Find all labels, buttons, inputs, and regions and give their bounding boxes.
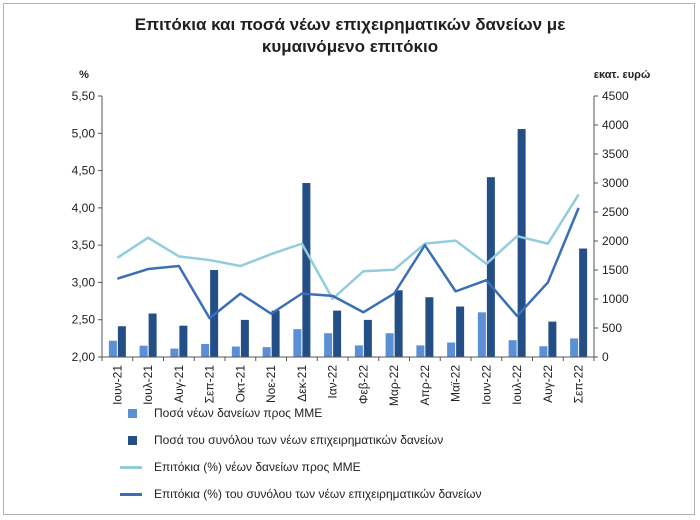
legend-item: Ποσά του συνόλου των νέων επιχειρηματικώ… [120, 431, 443, 449]
x-tick-label: Σεπ-22 [572, 365, 586, 404]
x-tick-label: Ιουλ-22 [510, 365, 524, 405]
bar-sme-amount [201, 343, 210, 357]
legend-label: Επιτόκια (%) νέων δανείων προς ΜΜΕ [154, 460, 361, 474]
legend-swatch [120, 492, 142, 496]
legend-swatch [128, 435, 137, 445]
bar-sme-amount [385, 333, 394, 357]
bar-total-amount [302, 183, 311, 357]
right-tick-label: 4500 [602, 89, 629, 103]
x-tick-label: Μαρ-22 [387, 365, 401, 406]
bar-sme-amount [539, 346, 548, 357]
bar-sme-amount [477, 312, 486, 357]
bar-total-amount [548, 321, 557, 357]
bar-total-amount [179, 325, 188, 357]
bars-layer [108, 129, 588, 357]
bar-sme-amount [262, 347, 271, 357]
bar-sme-amount [354, 345, 363, 357]
legend-label: Επιτόκια (%) του συνόλου των νέων επιχει… [154, 487, 482, 501]
bar-total-amount [456, 306, 465, 357]
left-tick-label: 5,00 [72, 126, 96, 140]
left-tick-label: 3,00 [72, 275, 96, 289]
bar-total-amount [486, 177, 495, 357]
bar-sme-amount [170, 348, 179, 357]
left-axis-ticks: 2,00 2,50 3,00 3,50 4,00 4,50 5,00 5,50 [72, 89, 102, 364]
x-tick-label: Ιαν-22 [326, 365, 340, 399]
x-tick-label: Ιουν-21 [110, 365, 124, 405]
bar-total-amount [394, 290, 403, 357]
x-tick-label: Απρ-22 [418, 365, 432, 406]
bar-total-amount [517, 129, 526, 357]
bar-total-amount [425, 297, 434, 357]
left-tick-label: 4,50 [72, 164, 96, 178]
bar-sme-amount [139, 345, 148, 357]
bar-total-amount [117, 326, 126, 357]
x-tick-label: Φεβ-22 [356, 365, 370, 404]
legend-swatch [120, 465, 142, 469]
x-tick-label: Ιουλ-21 [141, 365, 155, 405]
x-tick-label: Οκτ-21 [233, 365, 247, 403]
legend-item: Ποσά νέων δανείων προς ΜΜΕ [120, 404, 322, 422]
right-tick-label: 1000 [602, 292, 629, 306]
left-tick-label: 3,50 [72, 238, 96, 252]
left-tick-label: 5,50 [72, 89, 96, 103]
lines-layer [116, 193, 580, 320]
right-tick-label: 2000 [602, 234, 629, 248]
legend-label: Ποσά του συνόλου των νέων επιχειρηματικώ… [154, 433, 444, 447]
left-tick-label: 2,00 [72, 350, 96, 364]
bar-sme-amount [416, 345, 425, 357]
x-tick-label: Δεκ-21 [295, 365, 309, 402]
bar-total-amount [240, 319, 249, 357]
right-tick-label: 4000 [602, 118, 629, 132]
right-tick-label: 3000 [602, 176, 629, 190]
bar-sme-amount [108, 340, 117, 357]
right-axis-unit: εκατ. ευρώ [594, 69, 651, 81]
left-axis-unit: % [79, 69, 89, 81]
x-tick-label: Ιουν-22 [479, 365, 493, 405]
bar-sme-amount [570, 338, 579, 357]
bar-sme-amount [508, 340, 517, 357]
bar-sme-amount [231, 346, 240, 357]
right-tick-label: 1500 [602, 263, 629, 277]
bar-sme-amount [293, 329, 302, 357]
x-tick-label: Μαϊ-22 [449, 365, 463, 402]
line-total-rate [116, 207, 580, 320]
bar-sme-amount [447, 342, 456, 357]
line-sme-rate [116, 193, 580, 301]
x-tick-label: Σεπ-21 [203, 365, 217, 404]
bar-total-amount [579, 248, 588, 357]
left-tick-label: 4,00 [72, 201, 96, 215]
legend-swatch [128, 408, 137, 418]
bar-total-amount [363, 319, 372, 357]
bar-sme-amount [324, 333, 333, 357]
legend-item: Επιτόκια (%) του συνόλου των νέων επιχει… [120, 485, 482, 503]
x-tick-label: Αυγ-21 [172, 365, 186, 403]
bar-total-amount [148, 313, 157, 357]
left-tick-label: 2,50 [72, 313, 96, 327]
chart-title-line-1: Επιτόκια και ποσά νέων επιχειρηματικών δ… [134, 15, 566, 34]
x-tick-label: Αυγ-22 [541, 365, 555, 403]
chart-title: Επιτόκια και ποσά νέων επιχειρηματικών δ… [0, 14, 700, 58]
legend-label: Ποσά νέων δανείων προς ΜΜΕ [154, 406, 323, 420]
right-axis-ticks: 0 500 1000 1500 2000 2500 3000 3500 4000 4500 [594, 89, 629, 364]
right-tick-label: 2500 [602, 205, 629, 219]
x-axis-ticks: Ιουν-21 Ιουλ-21 Αυγ-21 Σεπ-21 Οκτ-21 Νοε-21 Δε… [101, 357, 595, 406]
right-tick-label: 500 [602, 321, 622, 335]
bar-total-amount [271, 310, 280, 357]
legend-item: Επιτόκια (%) νέων δανείων προς ΜΜΕ [120, 458, 361, 476]
x-tick-label: Νοε-21 [264, 365, 278, 403]
right-tick-label: 0 [602, 350, 609, 364]
bar-total-amount [333, 310, 342, 357]
right-tick-label: 3500 [602, 147, 629, 161]
chart-title-line-2: κυμαινόμενο επιτόκιο [261, 37, 439, 56]
